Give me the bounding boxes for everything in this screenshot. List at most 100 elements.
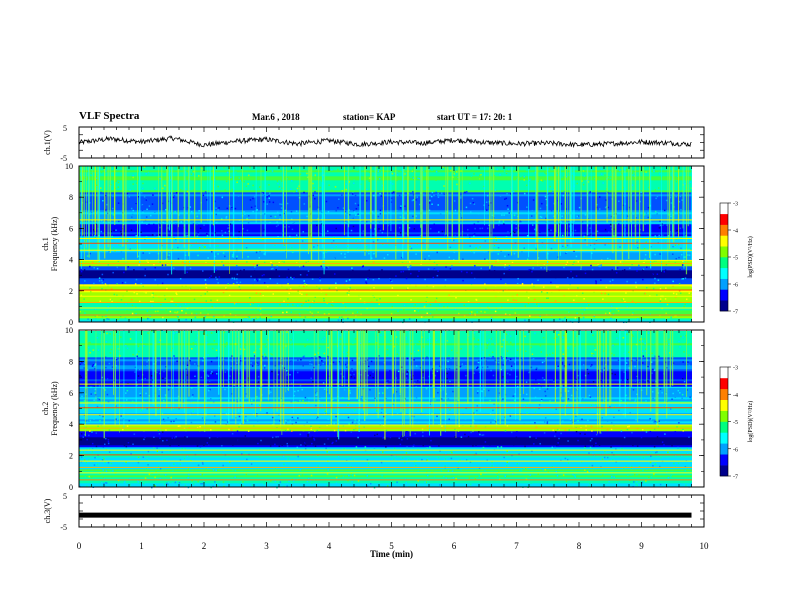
spectrogram-pixel [106,300,109,303]
spectrogram-pixel [174,238,177,241]
spectrogram-pixel [236,271,238,274]
spectrogram-pixel [415,365,418,367]
spectrogram-pixel [352,312,354,315]
spectrogram-pixel [335,287,337,289]
spectrogram-pixel [685,298,688,301]
spectrogram-pixel [593,177,596,180]
spectrogram-pixel [488,437,491,440]
spectrogram-pixel [540,216,543,218]
spectrogram-pixel [102,279,105,281]
spectrogram-pixel [371,211,374,213]
spectrogram-pixel [473,290,475,292]
spectrogram-pixel [271,416,274,419]
spectrogram-pixel [535,437,537,440]
spectrogram-pixel [105,181,107,183]
spectrogram-pixel [430,167,433,169]
spectrogram-pixel [103,478,106,480]
spectrogram-pixel [411,170,414,173]
spectrogram-pixel [566,244,569,247]
spectrogram-pixel [174,456,176,459]
spectrogram-pixel [594,167,596,169]
spectrogram-pixel [679,195,682,198]
spectrogram-pixel [431,191,434,194]
spectrogram-pixel [678,243,680,246]
spectrogram-pixel [279,187,281,189]
colorbar-segment [720,289,728,301]
spectrogram-pixel [136,355,138,358]
spectrogram-pixel [471,167,474,170]
spectrogram-pixel [577,347,580,349]
spectrogram-pixel [323,300,325,302]
spectrogram-pixel [122,428,124,431]
spectrogram-pixel [601,458,604,460]
spectrogram-pixel [609,223,612,226]
spectrogram-pixel [434,275,436,278]
spectrogram-pixel [200,376,203,378]
spectrogram-pixel [642,308,645,311]
spectrogram-pixel [638,297,641,300]
spectrogram-pixel [575,401,577,403]
spectrogram-pixel [137,255,140,258]
spectrogram-pixel [135,203,137,205]
spectrogram-pixel [373,446,376,449]
spectrogram-pixel [273,182,276,184]
spectrogram-pixel [584,469,586,471]
spectrogram-pixel [577,287,579,289]
spectrogram-pixel [525,354,528,357]
spectrogram-pixel [473,251,475,254]
spectrogram-pixel [114,250,116,252]
spectrogram-pixel [658,287,660,290]
spectrogram-pixel [517,300,519,302]
spectrogram-pixel [411,443,414,446]
spectrogram-pixel [410,408,412,411]
spectrogram-pixel [678,283,681,285]
spectrogram-pixel [86,485,88,488]
spectrogram-pixel [125,303,127,305]
spectrogram-pixel [249,199,252,201]
spectrogram-pixel [203,246,206,248]
spectrogram-pixel [560,432,562,435]
spectrogram-pixel [446,372,448,375]
spectrogram-pixel [397,310,399,312]
spectrogram-pixel [286,483,288,485]
spectrogram-pixel [646,442,649,444]
spectrogram-pixel [139,392,141,395]
spectrogram-pixel [198,247,201,249]
spectrogram-pixel [472,188,475,190]
spectrogram-pixel [534,298,536,301]
spectrogram-pixel [470,461,473,463]
spectrogram-pixel [413,350,416,353]
spectrogram-pixel [299,315,301,317]
spectrogram-pixel [466,271,468,274]
spectrogram-row [79,224,692,227]
spectrogram-pixel [599,476,602,478]
spectrogram-pixel [679,392,681,394]
spectrogram-pixel [592,381,595,383]
spectrogram-pixel [369,374,371,377]
spectrogram-pixel [279,218,281,220]
spectrogram-pixel [162,270,165,273]
spectrogram-pixel [581,221,584,223]
spectrogram-pixel [157,408,159,410]
spectrogram-pixel [210,275,212,277]
spectrogram-pixel [318,347,321,349]
spectrogram-pixel [290,276,292,279]
spectrogram-pixel [528,180,531,183]
spectrogram-pixel [590,244,592,247]
spectrogram-pixel [404,180,407,182]
ytick-label: 10 [65,162,73,171]
spectrogram-pixel [141,204,144,206]
spectrogram-row [79,166,692,169]
spectrogram-pixel [165,259,167,261]
spectrogram-pixel [510,369,513,371]
spectrogram-pixel [359,398,362,401]
spectrogram-pixel [610,422,613,424]
spectrogram-pixel [372,239,375,241]
spectrogram-pixel [384,476,386,478]
spectrogram-pixel [432,470,435,472]
spectrogram-pixel [587,372,590,375]
spectrogram-pixel [658,465,661,468]
spectrogram-pixel [215,269,218,272]
spectrogram-pixel [306,172,308,175]
spectrogram-pixel [286,372,289,375]
